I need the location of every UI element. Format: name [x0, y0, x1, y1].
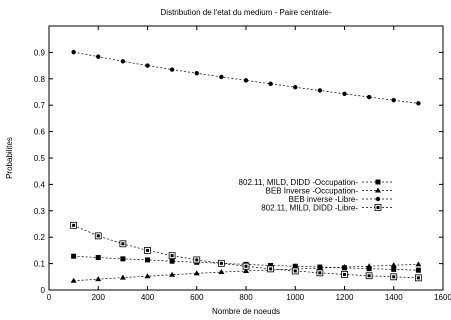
data-point: [193, 256, 201, 264]
data-point: [268, 81, 273, 87]
data-point: [217, 259, 225, 267]
data-point: [390, 262, 397, 268]
y-tick-label: 0.6: [34, 128, 46, 137]
data-point: [391, 266, 397, 272]
legend-label: BEB Inverse -Occupation-: [266, 187, 359, 196]
data-point: [145, 63, 150, 68]
data-point: [341, 271, 348, 278]
y-tick-label: 0.9: [34, 48, 46, 57]
series-line: [73, 51, 419, 104]
x-tick-label: 200: [92, 293, 106, 302]
y-tick-label: 0.7: [34, 101, 46, 110]
data-point: [341, 264, 348, 270]
data-point: [71, 253, 77, 259]
data-point: [96, 54, 101, 59]
data-point: [415, 267, 421, 273]
legend-entry: 802.11, MILD, DIDD -Libre-: [261, 204, 394, 213]
data-point: [95, 276, 102, 282]
legend-marker: [375, 179, 381, 185]
data-point: [71, 49, 76, 55]
data-point: [365, 272, 373, 280]
data-point: [366, 266, 372, 272]
y-tick-label: 0.4: [34, 180, 46, 189]
data-point: [144, 246, 151, 254]
data-point: [366, 94, 372, 100]
data-point: [268, 262, 274, 268]
x-tick-label: 400: [141, 293, 155, 302]
chart-title: Distribution de l'etat du medium - Paire…: [161, 8, 332, 17]
y-tick-label: 0.5: [34, 154, 46, 163]
y-axis-title: Probabilites: [5, 137, 14, 179]
data-point: [145, 257, 150, 263]
y-tick-label: 0.2: [34, 233, 46, 242]
x-tick-label: 1000: [286, 293, 304, 302]
series-3: [71, 49, 421, 106]
legend-label: 802.11, MILD, DIDD -Libre-: [261, 204, 358, 213]
legend-entry: BEB inverse -Libre-: [289, 195, 394, 204]
data-point: [169, 258, 175, 264]
data-point: [293, 85, 298, 90]
data-point: [119, 240, 127, 248]
data-point: [120, 59, 126, 64]
data-point: [243, 267, 249, 273]
y-tick-label: 0.1: [34, 260, 46, 269]
legend-marker: [374, 204, 382, 211]
data-point: [291, 267, 299, 275]
data-point: [168, 252, 176, 260]
series-2: [70, 261, 422, 283]
axis-ticks: 0 200 400 600 800 1000 1200 1400 1600 0 0.1 0.2 0.3 0…: [34, 26, 451, 302]
data-point: [94, 232, 102, 240]
y-tick-label: 0.8: [34, 75, 46, 84]
data-point: [415, 261, 422, 267]
data-point: [144, 273, 151, 279]
x-axis-title: Nombre de noeuds: [212, 307, 280, 316]
legend-label: BEB inverse -Libre-: [289, 195, 359, 204]
legend: 802.11, MILD, DIDD -Occupation-BEB Inver…: [239, 178, 394, 213]
x-tick-label: 600: [190, 293, 204, 302]
data-point: [416, 101, 421, 106]
y-tick-label: 0: [41, 286, 46, 295]
data-point: [218, 269, 225, 275]
data-point: [219, 74, 224, 80]
data-point: [242, 262, 250, 270]
data-point: [119, 274, 126, 280]
legend-entry: 802.11, MILD, DIDD -Occupation-: [239, 178, 394, 187]
data-point: [317, 88, 323, 93]
data-point: [414, 274, 422, 282]
data-point: [95, 255, 101, 261]
data-point: [70, 277, 77, 283]
data-point: [366, 263, 373, 269]
y-tick-label: 0.3: [34, 207, 46, 216]
data-point: [243, 78, 249, 83]
data-point: [169, 67, 175, 72]
plot-frame: [48, 25, 444, 291]
data-point: [120, 256, 126, 262]
data-point: [390, 273, 398, 281]
x-tick-label: 1200: [336, 293, 354, 302]
x-tick-label: 1600: [434, 293, 451, 302]
x-tick-label: 800: [239, 293, 253, 302]
data-point: [267, 265, 275, 273]
legend-marker: [375, 196, 381, 202]
data-point: [194, 71, 199, 76]
series-layer: [70, 49, 422, 283]
data-point: [193, 270, 200, 276]
data-point: [316, 269, 324, 277]
series-4: [70, 221, 422, 282]
data-point: [316, 265, 323, 271]
data-point: [169, 271, 176, 277]
x-tick-label: 1400: [385, 293, 403, 302]
data-point: [70, 221, 78, 229]
legend-marker: [375, 187, 381, 193]
data-point: [391, 97, 396, 103]
legend-label: 802.11, MILD, DIDD -Occupation-: [239, 178, 359, 187]
data-point: [342, 91, 347, 97]
legend-entry: BEB Inverse -Occupation-: [266, 187, 394, 196]
x-tick-label: 0: [47, 293, 52, 302]
